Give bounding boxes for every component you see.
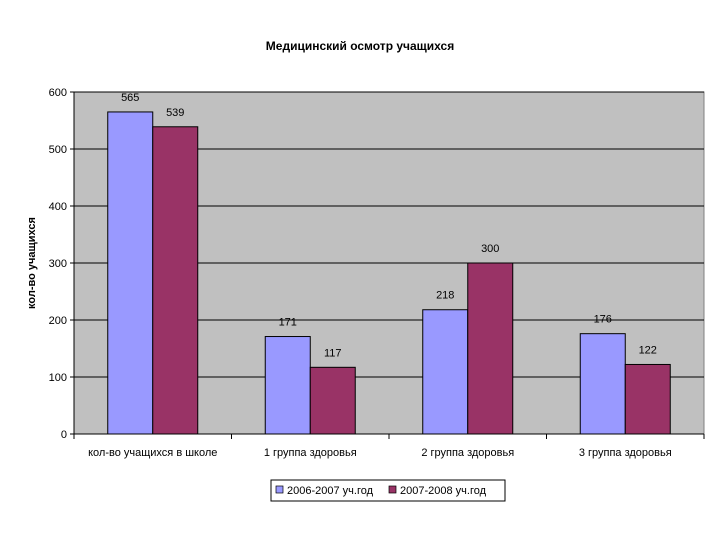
bar [309,366,356,435]
legend-label-2006-2007: 2006-2007 уч.год [287,485,374,497]
data-label: 565 [121,92,139,104]
data-label: 539 [166,107,184,119]
y-tick-label: 0 [61,429,67,441]
data-label: 176 [594,314,612,326]
x-tick-label: кол-во учащихся в школе [88,447,217,459]
data-label: 218 [436,290,454,302]
data-label: 300 [481,243,499,255]
x-axis-ticks: кол-во учащихся в школе 1 группа здоровья… [73,434,705,459]
y-axis-label: кол-во учащихся [26,217,38,309]
legend-swatch-2006-2007 [275,485,284,494]
legend-label-2007-2008: 2007-2008 уч.год [400,485,487,497]
legend-box [270,479,506,502]
y-tick-label: 100 [49,372,67,384]
legend: 2006-2007 уч.год 2007-2008 уч.год [270,479,506,502]
y-tick-label: 300 [49,258,67,270]
x-tick-label: 1 группа здоровья [264,447,357,459]
data-label: 122 [639,344,657,356]
bar [422,309,469,435]
bar [152,126,199,435]
y-tick-label: 600 [49,87,67,99]
legend-swatch-2007-2008 [388,485,397,494]
bar [264,336,311,435]
data-label: 171 [279,317,297,329]
data-label: 117 [324,347,342,359]
chart-title: Медицинский осмотр учащихся [266,39,454,53]
y-tick-label: 200 [49,315,67,327]
x-tick-label: 3 группа здоровья [579,447,672,459]
data-labels: 565 539 171 117 218 300 176 122 [121,92,657,359]
bar [467,262,514,435]
y-tick-label: 400 [49,201,67,213]
bars [107,111,671,435]
bar [624,363,671,435]
bar [579,333,626,435]
x-tick-label: 2 группа здоровья [421,447,514,459]
y-tick-label: 500 [49,144,67,156]
bar [107,111,154,435]
